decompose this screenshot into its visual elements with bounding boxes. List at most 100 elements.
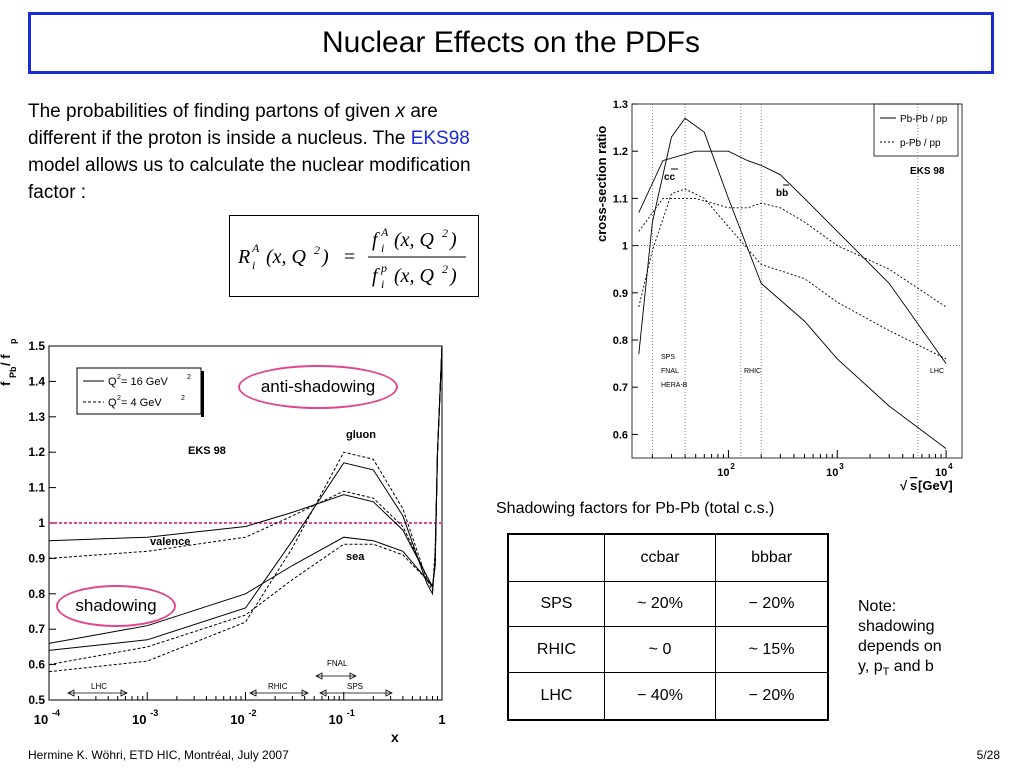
formula-equals: = — [344, 246, 355, 268]
table-caption: Shadowing factors for Pb-Pb (total c.s.) — [496, 500, 775, 517]
table-cell: ~ 15% — [715, 626, 829, 674]
formula-num-close: ) — [449, 229, 457, 251]
left-x-tick-base: 10 — [230, 712, 244, 727]
right-y-tick-label: 0.9 — [613, 288, 628, 300]
right-y-tick-label: 0.6 — [613, 429, 628, 441]
formula-lhs-close: ) — [321, 246, 329, 268]
table-row: LHC − 40% − 20% — [507, 672, 829, 721]
right-y-tick-label: 1.1 — [613, 193, 628, 205]
left-y-tick-label: 1.5 — [28, 339, 45, 353]
slide-title: Nuclear Effects on the PDFs — [322, 26, 700, 59]
formula-box: R A i (x, Q 2 ) = f A i (x, Q 2 ) f p i … — [229, 215, 479, 297]
right-x-tick-base: 10 — [717, 467, 729, 479]
right-xlabel-unit: [GeV] — [918, 478, 953, 493]
left-legend-dashed-sup: 2 — [117, 395, 121, 402]
left-y-tick-label: 1.4 — [28, 374, 45, 388]
footer-page-number: 5/28 — [976, 748, 1000, 762]
right-series-cc-solid — [638, 117, 947, 449]
note-sub-t: T — [882, 666, 890, 679]
right-rhic-label: RHIC — [744, 368, 761, 375]
shadowing-label: shadowing — [75, 596, 157, 615]
left-gluon-label: gluon — [346, 429, 376, 441]
left-lhc-label: LHC — [91, 682, 107, 691]
table-cell: ~ 20% — [603, 580, 717, 628]
right-y-tick-label: 0.8 — [613, 335, 628, 347]
formula-lhs-args: (x, Q — [266, 246, 307, 268]
footer-author: Hermine K. Wöhri, ETD HIC, Montréal, Jul… — [28, 748, 289, 762]
left-legend-dashed-q: Q — [108, 397, 117, 409]
cross-section-ratio-plot: cross-section ratio √ s [GeV] Pb-Pb / pp… — [592, 92, 972, 496]
left-ylabel-mid: / f — [0, 354, 13, 366]
table-row: SPS ~ 20% − 20% — [507, 580, 829, 628]
right-series-bb-solid — [638, 150, 947, 364]
right-herab-label: HERA-B — [661, 382, 688, 389]
right-xlabel-s: s — [910, 478, 917, 493]
left-y-tick-label: 0.7 — [28, 622, 45, 636]
left-legend-dashed-sup2: 2 — [181, 395, 185, 402]
left-x-tick-exp: -3 — [150, 708, 158, 718]
shadowing-factors-table: ccbar bbbar SPS ~ 20% − 20% RHIC ~ 0 ~ 1… — [507, 533, 829, 721]
formula-svg: R A i (x, Q 2 ) = f A i (x, Q 2 ) f p i … — [237, 225, 466, 291]
left-series-valence-dashed — [48, 345, 443, 589]
left-legend-shadow — [201, 371, 204, 417]
formula-den-sup: p — [380, 261, 387, 275]
formula-den-close: ) — [449, 265, 457, 287]
formula-num-sup: A — [380, 225, 389, 239]
right-series-bb-dashed — [638, 197, 947, 308]
left-xlabel: x — [391, 729, 399, 745]
left-ylabel-main: f — [0, 381, 13, 386]
formula-num-two: 2 — [442, 226, 448, 240]
note-line: shadowing — [858, 618, 935, 635]
table-cell: ~ 0 — [603, 626, 717, 674]
right-sps-label: SPS — [661, 354, 675, 361]
note-line4a: y, p — [858, 658, 883, 675]
right-x-tick-exp: 4 — [948, 462, 953, 471]
right-y-tick-label: 1.2 — [613, 146, 628, 158]
formula-lhs-two: 2 — [314, 243, 320, 257]
table-header-cell: ccbar — [603, 533, 717, 582]
right-y-tick-label: 1 — [622, 241, 628, 253]
left-valence-label: valence — [150, 536, 190, 548]
intro-x: x — [395, 101, 406, 122]
table-header-cell: bbbar — [715, 533, 829, 582]
eks98-x-svg: f Pb / f p x Q 2 = 16 GeV 2 Q 2 = 4 GeV … — [0, 338, 446, 745]
intro-text-3: model allows us to calculate the nuclear… — [28, 155, 471, 203]
table-header-cell — [507, 533, 605, 582]
left-x-tick-exp: -4 — [52, 708, 60, 718]
formula-den-args: (x, Q — [394, 265, 435, 287]
left-y-tick-label: 1.1 — [28, 481, 45, 495]
left-lhc-arrows — [67, 689, 128, 697]
left-y-tick-label: 1 — [38, 516, 45, 530]
left-x-tick-base: 10 — [329, 712, 343, 727]
intro-model-link[interactable]: EKS98 — [410, 128, 470, 149]
intro-text-1: The probabilities of finding partons of … — [28, 101, 396, 122]
formula-num-f: f — [372, 229, 380, 251]
left-model-label: EKS 98 — [188, 445, 226, 457]
left-legend-solid-text: = 16 GeV — [121, 376, 168, 388]
right-legend-dashed-label: p-Pb / pp — [900, 138, 941, 149]
left-x-tick-base: 10 — [132, 712, 146, 727]
left-y-tick-label: 0.6 — [28, 658, 45, 672]
formula-lhs-sub: i — [252, 258, 255, 272]
left-sps-arrows — [319, 689, 393, 697]
intro-text-2: are different if the proton is inside a … — [28, 101, 438, 149]
table-header-row: ccbar bbbar — [507, 533, 829, 582]
right-bb-label: bb — [776, 188, 788, 199]
right-y-tick-label: 0.7 — [613, 382, 628, 394]
left-sps-label: SPS — [347, 682, 363, 691]
note-line: Note: — [858, 598, 897, 615]
left-y-tick-label: 1.2 — [28, 445, 45, 459]
table-cell: − 20% — [715, 580, 829, 628]
right-x-tick-base: 10 — [935, 467, 947, 479]
table-row: RHIC ~ 0 ~ 15% — [507, 626, 829, 674]
note-line: y, pT and b — [858, 657, 942, 682]
left-series-sea-solid — [48, 345, 443, 644]
formula-lhs-sup: A — [251, 241, 260, 255]
title-box: Nuclear Effects on the PDFs — [28, 12, 994, 74]
left-y-tick-label: 0.8 — [28, 587, 45, 601]
left-fnal-arrows — [315, 672, 357, 680]
left-sea-label: sea — [346, 551, 365, 563]
right-legend-solid-label: Pb-Pb / pp — [900, 114, 948, 125]
right-fnal-label: FNAL — [661, 368, 679, 375]
right-x-tick-base: 10 — [826, 467, 838, 479]
